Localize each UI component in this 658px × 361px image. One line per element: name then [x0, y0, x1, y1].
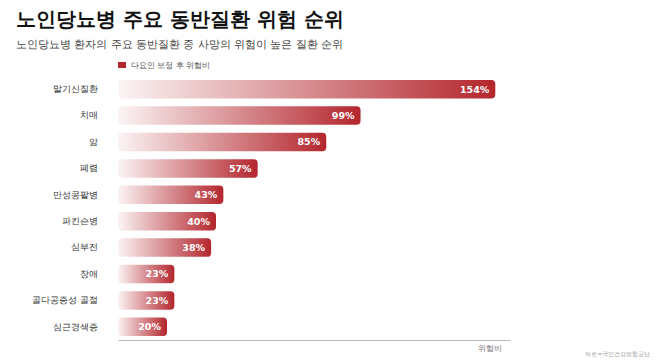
legend-label: 다요인 보정 후 위험비: [131, 61, 210, 70]
data-label: 38%: [182, 242, 205, 253]
y-axis: 말기신질환치매암폐렴만성콩팥병파킨슨병심부전장애골다공증성 골절심근경색증: [32, 84, 98, 332]
y-tick: 만성콩팥병: [53, 190, 98, 200]
bar: [118, 106, 361, 124]
y-tick-label: 파킨슨병: [62, 216, 98, 226]
subtitle: 노인당뇨병 환자의 주요 동반질환 중 사망의 위험이 높은 질환 순위: [16, 38, 343, 50]
x-axis-line: [119, 340, 511, 341]
y-tick-label: 폐렴: [80, 163, 98, 173]
y-tick-label: 만성콩팥병: [53, 190, 98, 200]
y-tick-label: 암: [89, 137, 98, 147]
y-tick-label: 장애: [80, 269, 98, 279]
y-tick: 파킨슨병: [62, 216, 98, 226]
y-tick: 말기신질환: [53, 84, 98, 94]
y-tick: 장애: [80, 269, 98, 279]
data-label: 43%: [195, 189, 218, 200]
x-axis: [119, 340, 511, 341]
source: 자료=국민건강보험공단: [585, 351, 650, 357]
x-axis-title: 위험비: [478, 344, 502, 353]
data-label: 20%: [138, 321, 161, 332]
bar: [118, 80, 495, 98]
data-label: 23%: [146, 268, 169, 279]
chart: 노인당뇨병 주요 동반질환 위험 순위노인당뇨병 환자의 주요 동반질환 중 사…: [0, 0, 658, 361]
y-tick: 치매: [80, 110, 98, 120]
bar: [118, 318, 167, 336]
y-tick: 폐렴: [80, 163, 98, 173]
data-label: 57%: [229, 163, 252, 174]
data-label: 85%: [298, 136, 321, 147]
y-tick-label: 말기신질환: [53, 84, 98, 94]
y-tick-label: 심근경색증: [53, 322, 98, 332]
bar: [118, 186, 223, 204]
y-tick-label: 심부전: [71, 242, 98, 252]
plot-area: [118, 80, 495, 336]
legend: 다요인 보정 후 위험비: [118, 61, 210, 70]
bar: [118, 238, 211, 256]
y-tick: 암: [89, 137, 98, 147]
data-label: 23%: [146, 295, 169, 306]
bar: [118, 159, 258, 177]
bar: [118, 291, 174, 309]
data-label: 99%: [332, 110, 355, 121]
data-label: 40%: [187, 216, 210, 227]
legend-swatch: [118, 62, 126, 68]
bar: [118, 265, 174, 283]
bar: [118, 212, 216, 230]
bar: [118, 133, 326, 151]
y-tick: 골다공증성 골절: [32, 295, 98, 305]
y-tick-label: 골다공증성 골절: [32, 295, 98, 305]
title: 노인당뇨병 주요 동반질환 위험 순위: [16, 7, 344, 31]
y-tick: 심부전: [71, 242, 98, 252]
data-label: 154%: [460, 84, 490, 95]
y-tick: 심근경색증: [53, 322, 98, 332]
y-tick-label: 치매: [80, 110, 98, 120]
